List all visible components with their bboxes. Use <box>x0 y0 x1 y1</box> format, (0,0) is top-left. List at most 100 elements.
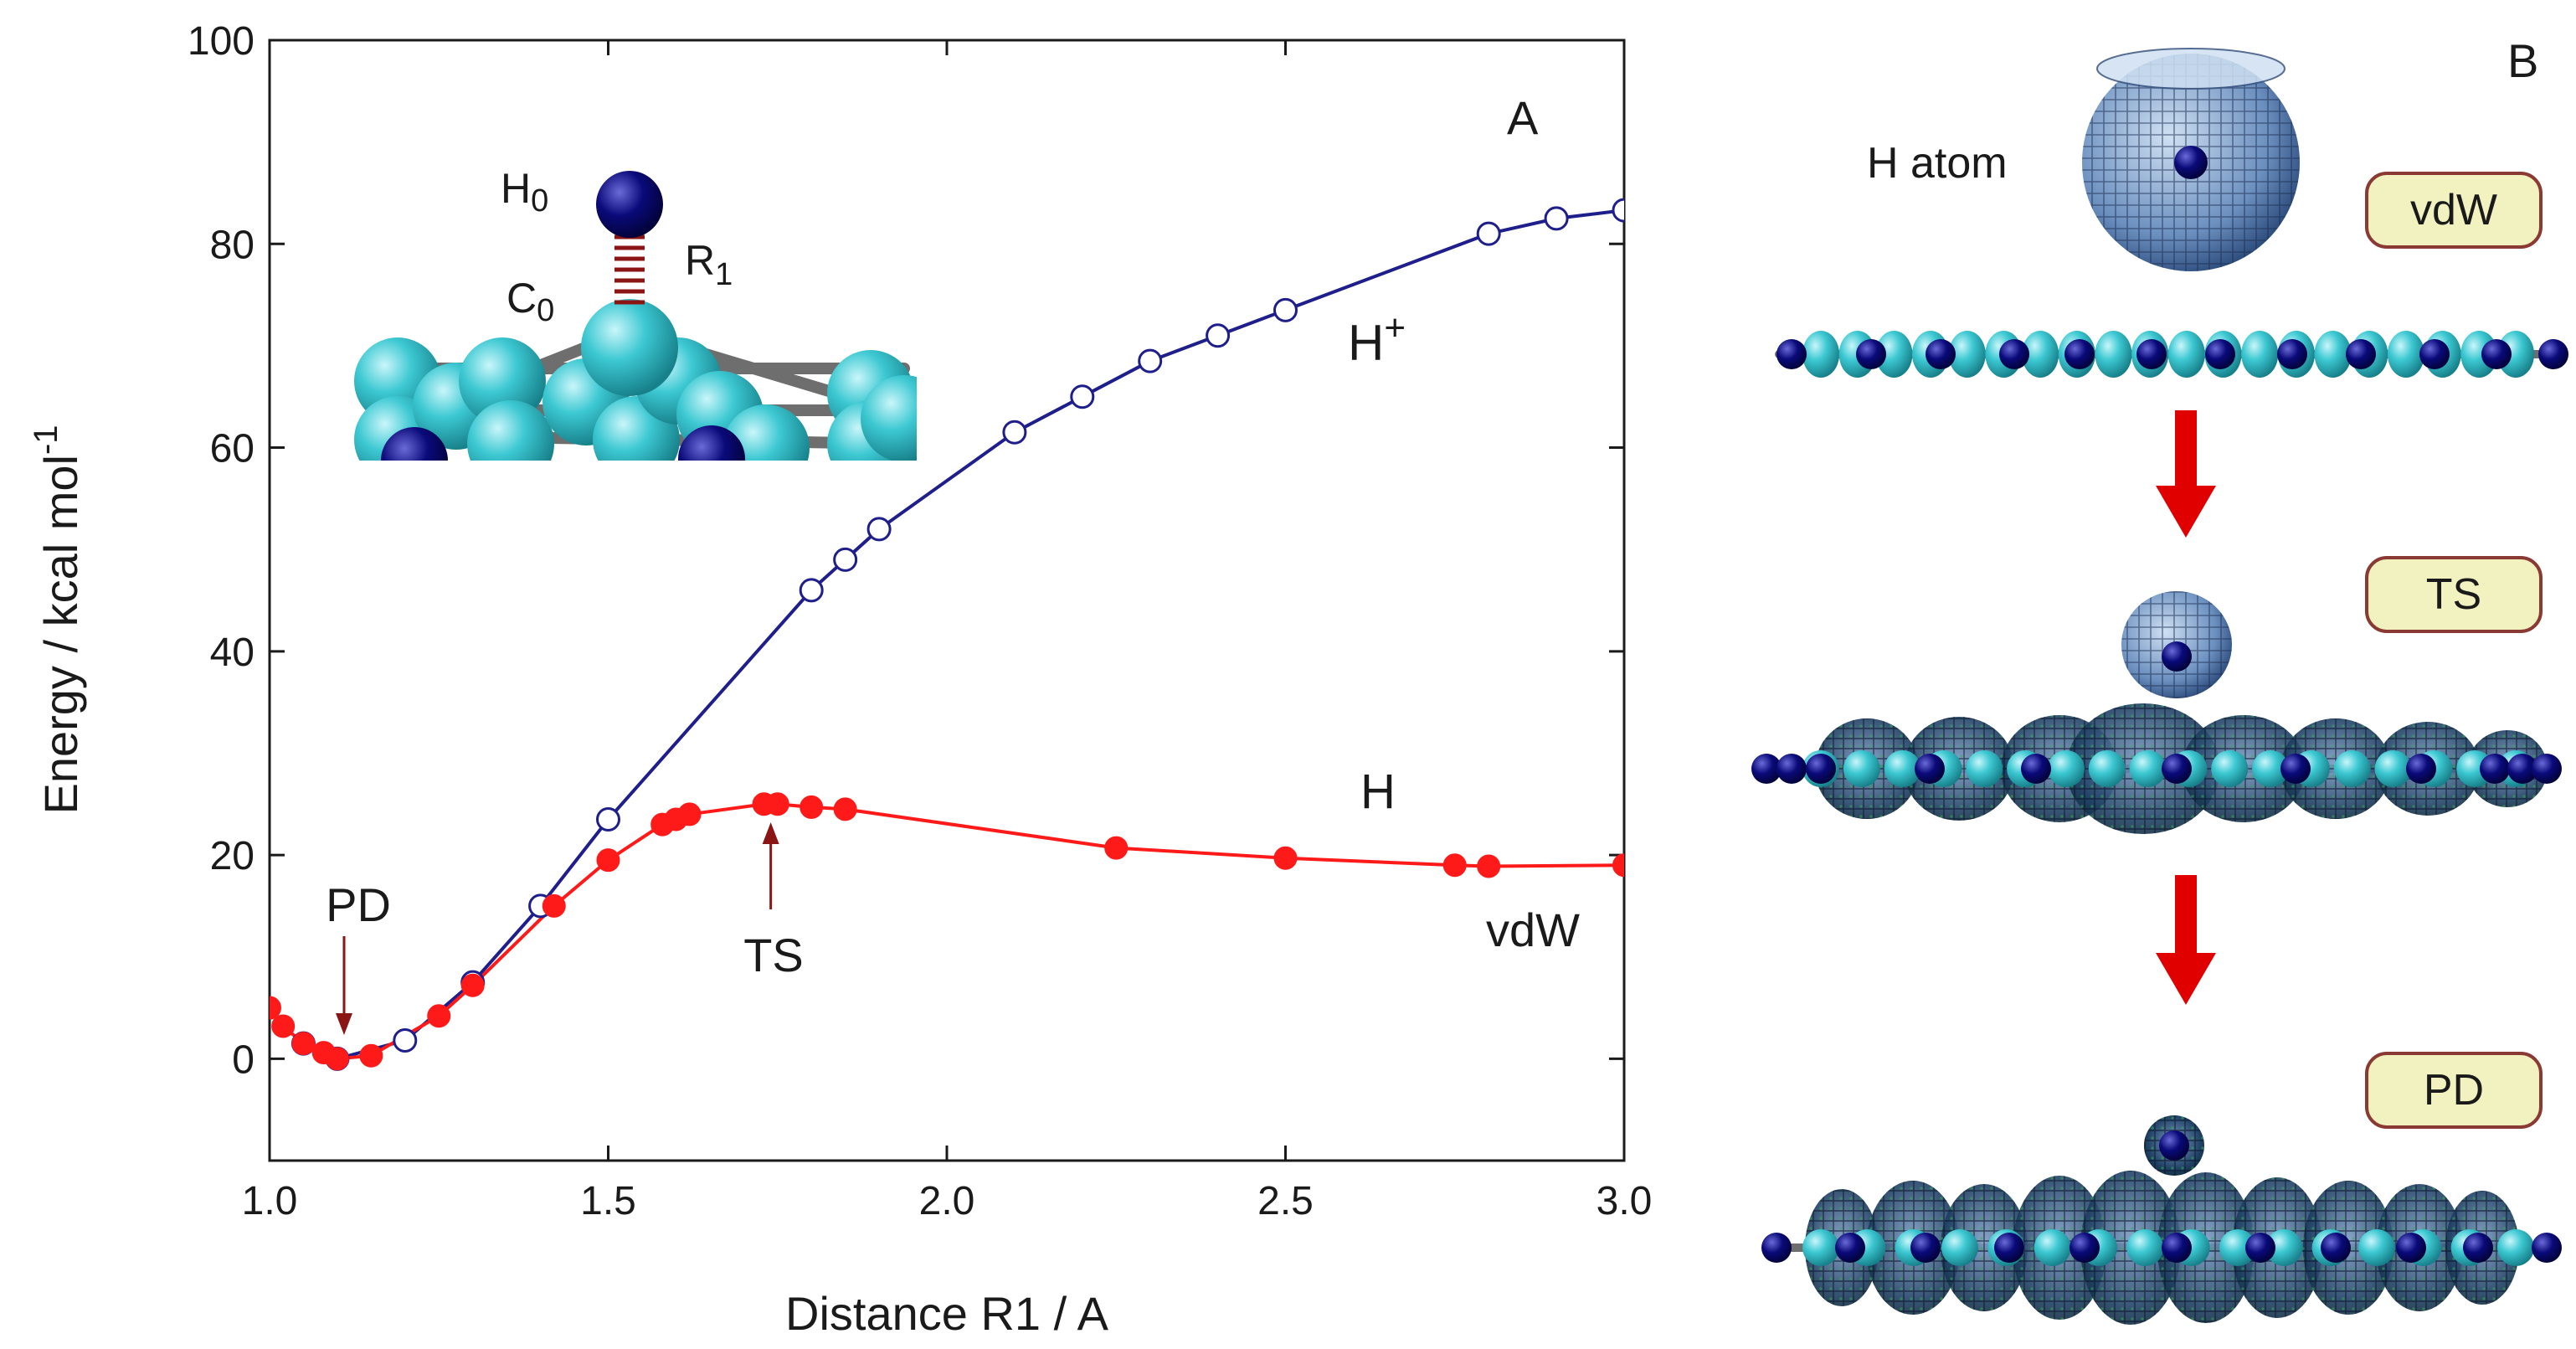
y-tick-label-2: 40 <box>210 631 255 675</box>
sheetPd-carbon-3 <box>1941 1229 1978 1266</box>
sheetTs-carbon-6 <box>2047 750 2085 787</box>
chart-panel-a: H0 C0 R1 1.0 1.5 2.0 2.5 3.0 0 20 40 60 80 100 Di… <box>28 19 1652 1340</box>
series-0-point-14 <box>1476 221 1501 246</box>
series-1-point-19 <box>1442 853 1467 878</box>
panel-label-a: A <box>1507 91 1539 144</box>
sheetPd-hydrogen-1 <box>1835 1233 1865 1263</box>
sheetVdw-hydrogen-2 <box>1926 339 1956 369</box>
sheetPd-hydrogen-9 <box>2463 1233 2493 1263</box>
sheetVdw-carbon-16 <box>2387 331 2424 378</box>
sheetPd-hydrogen-8 <box>2396 1233 2426 1263</box>
sheetVdw-hydrogen-11 <box>2538 339 2568 369</box>
sheetVdw-carbon-10 <box>2167 331 2205 378</box>
annotation-arrows <box>335 822 779 1035</box>
inset-c0-label: C0 <box>506 275 554 328</box>
series-1-point-15 <box>800 795 824 819</box>
sheetTs-carbon-14 <box>2374 750 2412 787</box>
sheetTs-carbon-13 <box>2333 750 2371 787</box>
sheetTs-hydrogen-7 <box>2406 754 2436 784</box>
panel-label-b: B <box>2507 34 2538 87</box>
series-0-point-12 <box>1206 323 1231 348</box>
y-tick-label-0: 0 <box>232 1037 255 1082</box>
sheetVdw-carbon-0 <box>1802 331 1839 378</box>
x-tick-label-1: 1.5 <box>580 1179 636 1223</box>
sheetTs-carbon-4 <box>1966 750 2003 787</box>
ts-arrow-head <box>762 822 779 844</box>
inset-molecule <box>354 299 917 461</box>
sheetPd-carbon-7 <box>2126 1229 2164 1266</box>
sheetTs-carbon-8 <box>2129 750 2167 787</box>
series-1-point-9 <box>596 848 620 873</box>
series-1-point-7 <box>460 973 485 997</box>
stage-badge-pd: PD <box>2365 1052 2543 1129</box>
h-atom-isosurface <box>2082 48 2300 271</box>
sheetTs-carbon-7 <box>2088 750 2126 787</box>
stage-badge-vdw: vdW <box>2365 172 2543 249</box>
sheetVdw-hydrogen-0 <box>1776 339 1807 369</box>
sheetVdw-hydrogen-3 <box>1999 339 2029 369</box>
series-1-point-16 <box>833 797 857 821</box>
sheetVdw-hydrogen-7 <box>2277 339 2307 369</box>
sheetPd-hydrogen-6 <box>2245 1233 2275 1263</box>
graphene-sheet-pd <box>1761 1171 2562 1325</box>
x-tick-label-4: 3.0 <box>1597 1179 1653 1223</box>
sheetPd-hydrogen-4 <box>2070 1233 2100 1263</box>
series-1-point-2 <box>291 1032 316 1056</box>
series-0-point-9 <box>1002 420 1027 445</box>
sheetPd-density-mesh-2 <box>1941 1184 2028 1311</box>
series-0-point-15 <box>1544 206 1569 231</box>
inset-h0-label: H0 <box>501 165 548 219</box>
series-0-point-10 <box>1070 384 1095 409</box>
sheetTs-hydrogen-1 <box>1776 754 1807 784</box>
sheetTs-hydrogen-4 <box>2021 754 2051 784</box>
sheetPd-hydrogen-10 <box>2532 1233 2562 1263</box>
sheetVdw-hydrogen-10 <box>2481 339 2512 369</box>
inset-r1-label: R1 <box>685 237 733 292</box>
sheetTs-carbon-2 <box>1884 750 1921 787</box>
inset-h0-atom <box>596 171 663 238</box>
pd-label: PD <box>326 878 391 931</box>
y-tick-labels: 0 20 40 60 80 100 <box>188 19 255 1082</box>
inset-h0-bond <box>614 234 645 305</box>
series-0-point-6 <box>799 578 824 603</box>
sheetPd-carbon-15 <box>2497 1229 2534 1266</box>
series-1-point-14 <box>765 792 789 816</box>
sheetVdw-hydrogen-4 <box>2064 339 2095 369</box>
x-axis-label: Distance R1 / A <box>785 1287 1109 1340</box>
series-0-point-16 <box>1612 198 1624 223</box>
sheetVdw-carbon-14 <box>2314 331 2352 378</box>
axis-ticks <box>268 39 1626 1161</box>
sheetTs-hydrogen-3 <box>1915 754 1945 784</box>
y-tick-label-5: 100 <box>188 19 255 64</box>
pd-arrow-head <box>335 1013 352 1035</box>
sheetPd-carbon-5 <box>2034 1229 2071 1266</box>
series-0-point-11 <box>1138 348 1163 373</box>
sheetTs-hydrogen-8 <box>2480 754 2510 784</box>
red-arrow-1 <box>2156 410 2216 538</box>
sheetVdw-carbon-19 <box>2497 331 2534 378</box>
sheetTs-hydrogen-2 <box>1806 754 1836 784</box>
series-1-point-21 <box>1612 853 1624 878</box>
x-tick-label-0: 1.0 <box>242 1179 298 1223</box>
series-line-1 <box>270 802 1624 1061</box>
sheetTs-hydrogen-9 <box>2507 754 2537 784</box>
series-1-point-12 <box>677 802 702 826</box>
series-label-h: H <box>1360 765 1396 819</box>
sheetTs-carbon-10 <box>2211 750 2249 787</box>
series-1-point-18 <box>1273 846 1298 870</box>
series-0-point-13 <box>1273 297 1298 322</box>
sheetTs-carbon-1 <box>1843 750 1880 787</box>
series-1-point-8 <box>542 893 566 918</box>
sheetTs-hydrogen-5 <box>2162 754 2192 784</box>
sheetVdw-hydrogen-6 <box>2205 339 2235 369</box>
series-1-point-0 <box>270 996 281 1020</box>
graphene-sheet-ts <box>1751 703 2562 834</box>
y-tick-label-3: 60 <box>210 427 255 471</box>
series-label-h-plus: H+ <box>1348 307 1406 371</box>
sheetPd-carbon-10 <box>2265 1229 2303 1266</box>
series-0-point-7 <box>833 547 858 572</box>
series-1-point-17 <box>1104 836 1129 860</box>
series-1-point-20 <box>1477 854 1501 878</box>
sheetVdw-carbon-8 <box>2095 331 2132 378</box>
